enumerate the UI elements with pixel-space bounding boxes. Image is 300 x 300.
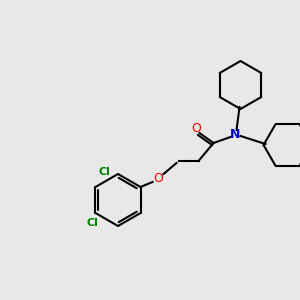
Text: O: O bbox=[192, 122, 202, 134]
Text: O: O bbox=[154, 172, 164, 185]
Text: Cl: Cl bbox=[86, 218, 98, 228]
Text: N: N bbox=[230, 128, 241, 142]
Text: Cl: Cl bbox=[98, 167, 110, 177]
